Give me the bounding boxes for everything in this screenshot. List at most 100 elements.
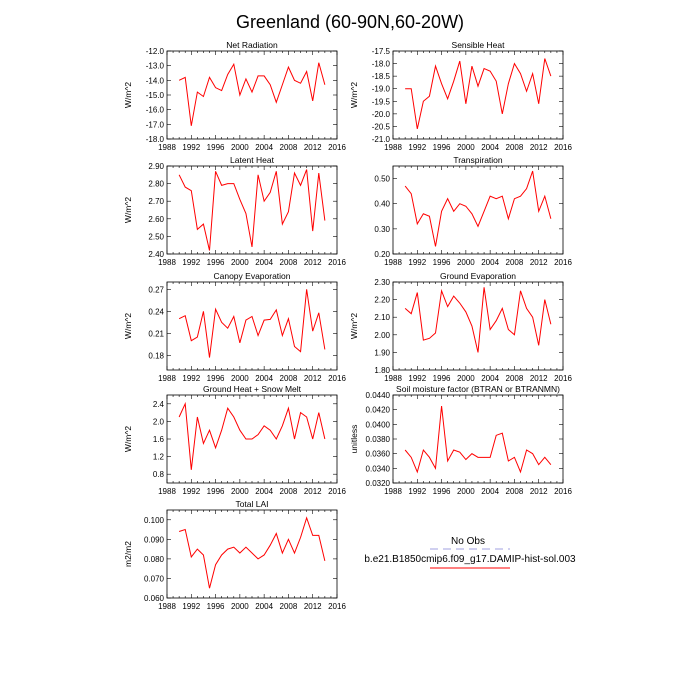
y-tick-label: 2.50 — [148, 232, 164, 241]
x-tick-label: 1996 — [207, 374, 225, 383]
x-tick-label: 2016 — [554, 374, 572, 383]
y-tick-label: -21.0 — [372, 135, 391, 144]
y-tick-label: 2.20 — [374, 296, 390, 305]
legend-obs-label: No Obs — [451, 536, 485, 547]
x-tick-label: 2004 — [255, 374, 273, 383]
y-axis-label: W/m^2 — [123, 197, 133, 223]
x-tick-label: 2012 — [304, 602, 322, 611]
y-tick-label: 1.6 — [153, 435, 165, 444]
series-line-soil-moisture-factor-btran-or-btranmn — [404, 405, 552, 474]
y-tick-label: 2.90 — [148, 162, 164, 171]
series-line-total-lai — [178, 516, 326, 589]
x-tick-label: 2004 — [481, 374, 499, 383]
y-axis-label: unitless — [349, 425, 359, 454]
y-tick-label: 2.10 — [374, 313, 390, 322]
y-tick-label: -18.5 — [372, 72, 391, 81]
x-tick-label: 1992 — [408, 143, 426, 152]
y-tick-label: -20.5 — [372, 122, 391, 131]
y-tick-label: 2.0 — [153, 417, 165, 426]
x-tick-label: 2008 — [280, 143, 298, 152]
x-tick-label: 1992 — [182, 602, 200, 611]
panel-transpiration: Transpiration 1988 1992 1996 2000 2004 2008 201… — [374, 155, 572, 267]
x-tick-label: 2004 — [255, 602, 273, 611]
x-tick-label: 2000 — [457, 374, 475, 383]
y-tick-label: 2.40 — [148, 250, 164, 259]
x-tick-label: 2008 — [506, 487, 524, 496]
x-tick-label: 2004 — [255, 487, 273, 496]
panels-group: Net Radiation 1988 1992 1996 2000 2004 2008 201… — [123, 40, 572, 611]
x-tick-label: 2012 — [530, 487, 548, 496]
x-tick-label: 2012 — [530, 258, 548, 267]
panel-latent-heat: Latent Heat 1988 1992 1996 2000 2004 2008 2012 2… — [123, 155, 346, 267]
x-tick-label: 1988 — [158, 487, 176, 496]
x-tick-label: 1988 — [384, 374, 402, 383]
y-tick-label: 0.24 — [148, 307, 164, 316]
x-tick-label: 2016 — [328, 374, 346, 383]
x-tick-label: 2000 — [231, 258, 249, 267]
x-tick-label: 1992 — [182, 374, 200, 383]
x-tick-label: 2004 — [481, 258, 499, 267]
y-tick-label: 0.21 — [148, 329, 164, 338]
x-tick-label: 2008 — [506, 258, 524, 267]
series-line-sensible-heat — [405, 58, 552, 130]
y-tick-label: 2.60 — [148, 215, 164, 224]
panel-sensible-heat: Sensible Heat 1988 1992 1996 2000 2004 2008 201… — [349, 40, 572, 152]
y-tick-label: 0.27 — [148, 285, 164, 294]
x-tick-label: 2008 — [280, 374, 298, 383]
y-tick-label: 0.50 — [374, 175, 390, 184]
panel-title: Soil moisture factor (BTRAN or BTRANMN) — [396, 384, 560, 394]
y-tick-label: -13.0 — [146, 62, 165, 71]
panel-title: Latent Heat — [230, 155, 275, 165]
x-tick-label: 2012 — [304, 487, 322, 496]
x-tick-label: 2000 — [231, 602, 249, 611]
y-axis-label: W/m^2 — [349, 82, 359, 108]
figure-title: Greenland (60-90N,60-20W) — [236, 12, 464, 32]
y-tick-label: -19.5 — [372, 97, 391, 106]
y-tick-label: -15.0 — [146, 91, 165, 100]
x-tick-label: 2008 — [280, 487, 298, 496]
x-tick-label: 1988 — [158, 374, 176, 383]
x-tick-label: 1996 — [433, 374, 451, 383]
x-tick-label: 2008 — [506, 143, 524, 152]
y-tick-label: 0.20 — [374, 250, 390, 259]
x-tick-label: 1992 — [182, 487, 200, 496]
x-tick-label: 1988 — [158, 602, 176, 611]
panel-soil-moisture-factor-btran-or-btranmn: Soil moisture factor (BTRAN or BTRANMN) 1… — [349, 384, 572, 496]
panel-title: Ground Heat + Snow Melt — [203, 384, 302, 394]
panel-ground-heat-snow-melt: Ground Heat + Snow Melt 1988 1992 1996 2000 2… — [123, 384, 346, 496]
y-tick-label: 0.0420 — [366, 406, 391, 415]
x-tick-label: 1996 — [207, 487, 225, 496]
y-tick-label: -16.0 — [146, 106, 165, 115]
x-tick-label: 1996 — [207, 258, 225, 267]
series-line-ground-evaporation — [404, 287, 552, 353]
y-tick-label: 2.70 — [148, 197, 164, 206]
x-tick-label: 2012 — [304, 143, 322, 152]
y-axis-label: W/m^2 — [123, 426, 133, 452]
panel-ground-evaporation: Ground Evaporation 1988 1992 1996 2000 2004 20… — [349, 271, 572, 383]
y-tick-label: 1.80 — [374, 366, 390, 375]
y-tick-label: 0.0400 — [366, 420, 391, 429]
y-tick-label: 0.0380 — [366, 435, 391, 444]
y-tick-label: 0.40 — [374, 200, 390, 209]
x-tick-label: 1996 — [207, 143, 225, 152]
plot-frame — [166, 165, 338, 255]
plot-frame — [392, 394, 564, 484]
x-tick-label: 1992 — [408, 258, 426, 267]
x-tick-label: 2016 — [554, 258, 572, 267]
y-tick-label: 0.0340 — [366, 464, 391, 473]
y-tick-label: 0.0360 — [366, 450, 391, 459]
x-tick-label: 2016 — [328, 258, 346, 267]
legend-model-label: b.e21.B1850cmip6.f09_g17.DAMIP-hist-sol.… — [364, 554, 576, 565]
x-tick-label: 2000 — [457, 143, 475, 152]
y-tick-label: 0.8 — [153, 470, 165, 479]
x-tick-label: 2008 — [280, 258, 298, 267]
y-axis-label: m2/m2 — [123, 541, 133, 567]
x-tick-label: 2004 — [481, 487, 499, 496]
x-tick-label: 1992 — [408, 487, 426, 496]
panel-title: Canopy Evaporation — [213, 271, 290, 281]
panel-title: Transpiration — [453, 155, 503, 165]
panel-canopy-evaporation: Canopy Evaporation 1988 1992 1996 2000 2004 20… — [123, 271, 346, 383]
legend: No Obs b.e21.B1850cmip6.f09_g17.DAMIP-hi… — [364, 536, 576, 569]
y-tick-label: -18.0 — [146, 135, 165, 144]
series-line-latent-heat — [178, 169, 326, 251]
